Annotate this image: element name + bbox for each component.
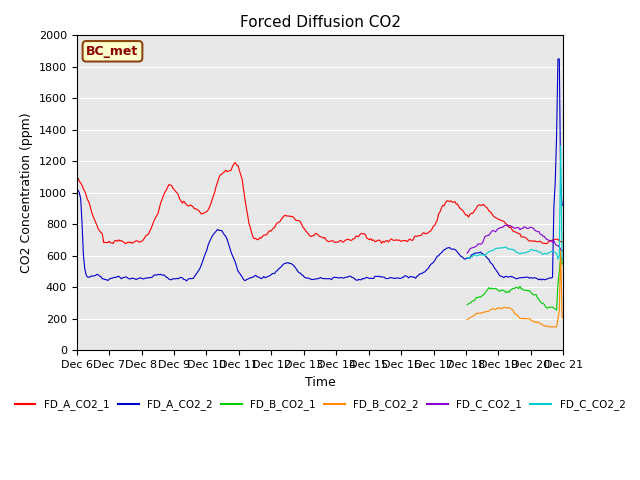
Text: BC_met: BC_met bbox=[86, 45, 139, 58]
Y-axis label: CO2 Concentration (ppm): CO2 Concentration (ppm) bbox=[20, 113, 33, 273]
X-axis label: Time: Time bbox=[305, 376, 335, 389]
Title: Forced Diffusion CO2: Forced Diffusion CO2 bbox=[239, 15, 401, 30]
Legend: FD_A_CO2_1, FD_A_CO2_2, FD_B_CO2_1, FD_B_CO2_2, FD_C_CO2_1, FD_C_CO2_2: FD_A_CO2_1, FD_A_CO2_2, FD_B_CO2_1, FD_B… bbox=[10, 396, 630, 415]
